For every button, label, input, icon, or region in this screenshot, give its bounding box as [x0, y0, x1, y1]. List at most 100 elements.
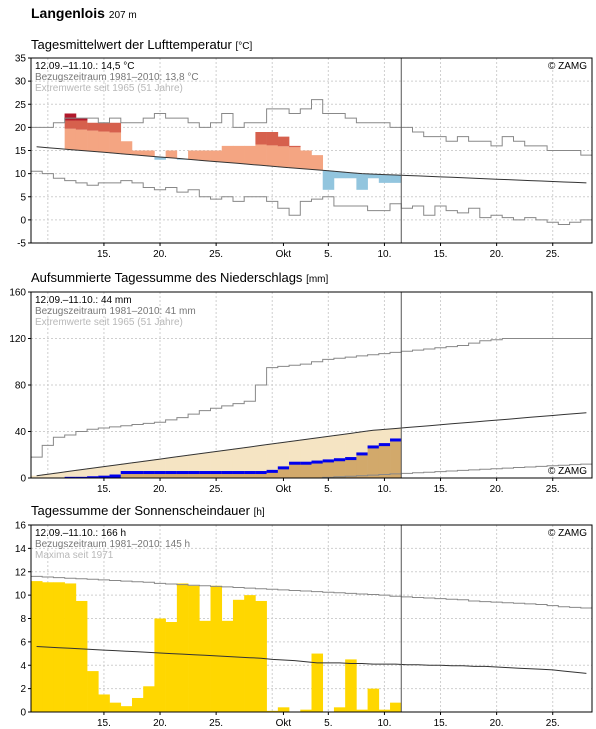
normal-line [36, 412, 587, 477]
y-tick-label: 0 [20, 474, 26, 485]
temperature-title: Tagesmittelwert der Lufttemperatur [31, 37, 232, 52]
x-tick-label: 5. [324, 718, 332, 729]
y-tick-label: 10 [15, 591, 27, 602]
precip-area-base [378, 443, 391, 478]
precip-observed [188, 471, 200, 475]
precip-observed [109, 474, 122, 478]
temp-bar-warm [109, 132, 122, 154]
precip-deficit [289, 440, 301, 462]
extreme-max-line [31, 575, 592, 609]
temp-bar-cool [356, 173, 368, 190]
precip-area-base [176, 471, 189, 478]
y-tick-label: -5 [17, 239, 26, 250]
y-tick-label: 40 [15, 427, 27, 438]
sunshine-bar [266, 710, 279, 712]
temp-bar-warm [131, 150, 144, 156]
extremes-note: Extremwerte seit 1965 (51 Jahre) [35, 317, 183, 328]
temp-bar-warm [188, 150, 200, 160]
precip-area-base [210, 471, 223, 478]
precip-deficit [165, 457, 178, 472]
precip-deficit [42, 474, 54, 478]
temp-bar-warm [221, 145, 234, 163]
temp-bar-warm [64, 128, 77, 150]
precip-area-base [143, 471, 155, 478]
y-tick-label: 20 [15, 123, 27, 134]
precip-observed [345, 457, 357, 461]
precip-observed [221, 471, 234, 475]
precip-deficit [244, 446, 256, 472]
sunshine-bar [277, 707, 290, 712]
precip-deficit [98, 466, 110, 476]
panel-title-temperature: Tagesmittelwert der Lufttemperatur [°C] [31, 37, 252, 52]
temp-bar-warm [143, 150, 155, 157]
temp-bar-very-warm [87, 122, 99, 131]
precip-observed [255, 471, 267, 475]
precip-area-base [199, 471, 211, 478]
precip-area-base [367, 445, 380, 478]
y-tick-label: 160 [9, 288, 26, 299]
x-tick-label: 25. [209, 718, 223, 729]
precip-observed [176, 471, 189, 475]
temp-bar-cool [154, 156, 166, 160]
precip-deficit [154, 459, 166, 472]
temp-bar-warm [289, 147, 301, 169]
temp-bar-cool [345, 172, 357, 179]
sunshine-bar [199, 620, 211, 712]
station-name: Langenlois [31, 5, 105, 21]
x-tick-label: 20. [490, 718, 504, 729]
precip-area-base [333, 458, 346, 478]
sunshine-bar [53, 582, 65, 712]
precip-observed [390, 438, 402, 442]
sunshine-bar [232, 599, 245, 712]
temp-bar-warm [311, 155, 324, 170]
precip-deficit [87, 468, 99, 477]
x-tick-label: 10. [377, 718, 391, 729]
temp-bar-record [64, 113, 77, 121]
temp-bar-cool [378, 174, 391, 183]
y-tick-label: 120 [9, 334, 26, 345]
x-tick-label: Okt [276, 249, 292, 260]
x-tick-label: 25. [546, 249, 560, 260]
precip-deficit [232, 448, 245, 472]
x-tick-label: 25. [209, 249, 223, 260]
x-tick-label: 20. [153, 249, 167, 260]
precip-observed [289, 461, 301, 465]
sunshine-bar [311, 653, 324, 712]
precip-area-base [277, 466, 290, 478]
period-summary: 12.09.–11.10.: 166 h [35, 528, 126, 539]
temp-bar-very-warm [98, 122, 110, 132]
y-tick-label: 16 [15, 521, 27, 532]
extremes-note: Maxima seit 1971 [35, 550, 114, 561]
sunshine-bar [131, 697, 144, 712]
temp-bar-very-warm [75, 118, 88, 130]
temp-bar-very-warm [266, 132, 279, 146]
precip-deficit [255, 445, 267, 472]
precip-area-base [131, 471, 144, 478]
temp-bar-warm [199, 150, 211, 161]
precip-observed [120, 471, 133, 475]
sunshine-bar [390, 702, 402, 712]
precip-observed [75, 476, 88, 478]
y-tick-label: 8 [20, 614, 26, 625]
precip-area-base [255, 471, 267, 478]
y-tick-label: 35 [15, 54, 27, 65]
precip-observed [266, 469, 279, 473]
precip-observed [333, 458, 346, 462]
panel-title-precipitation: Aufsummierte Tagessumme des Niederschlag… [31, 270, 328, 285]
precip-observed [300, 461, 312, 465]
extreme-min-line [31, 170, 592, 225]
precip-deficit [378, 429, 391, 444]
temp-bar-warm [255, 144, 267, 166]
precip-deficit [221, 449, 234, 472]
precip-area-base [188, 471, 200, 478]
precip-deficit [75, 469, 88, 477]
sunshine-bar [210, 585, 223, 712]
x-tick-label: 20. [153, 484, 167, 495]
sunshine-bar [98, 694, 110, 712]
sunshine-bar [300, 709, 312, 712]
sunshine-bar [367, 688, 380, 712]
precip-deficit [345, 433, 357, 458]
precipitation-unit: [mm] [306, 274, 329, 285]
y-tick-label: 14 [15, 544, 27, 555]
x-tick-label: 15. [97, 484, 111, 495]
